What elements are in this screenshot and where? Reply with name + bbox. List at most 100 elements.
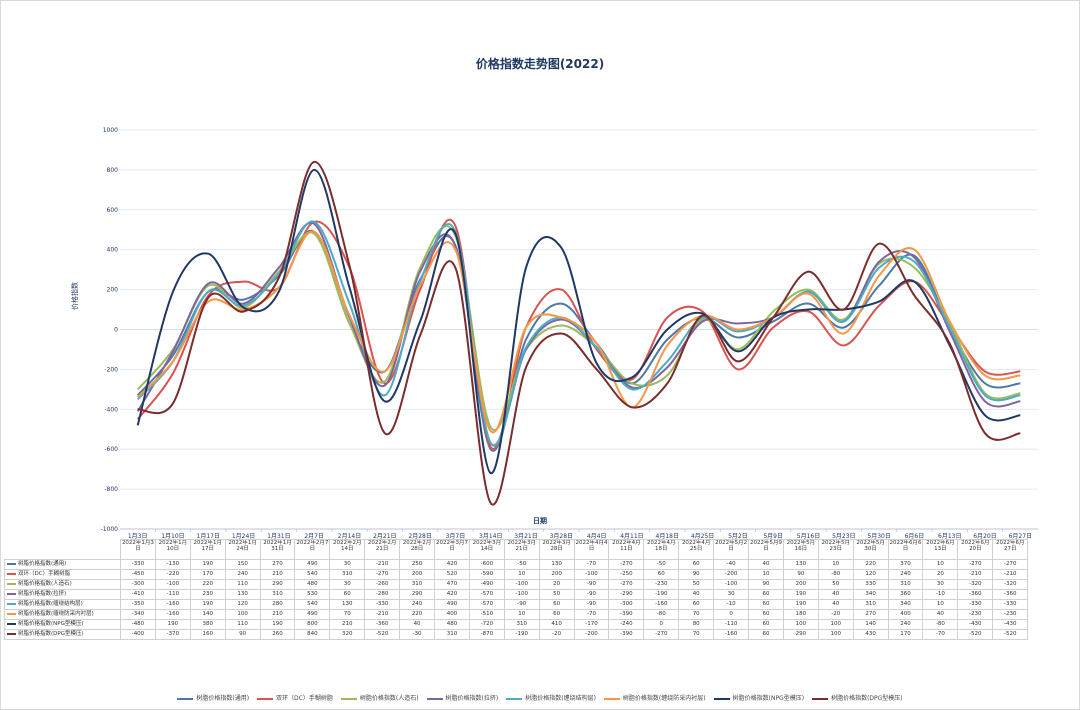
table-cell: 370 xyxy=(887,559,924,570)
table-cell: 480 xyxy=(434,619,470,630)
legend-label: 树脂价格指数(NPG型模压) xyxy=(732,695,805,702)
table-row: 树脂价格指数(通用) -330 -130 190 150 270 490 30 -210 250 4… xyxy=(4,559,1029,570)
table-cell: 50 xyxy=(678,579,715,590)
table-cell: 160 xyxy=(189,629,226,640)
table-cell: -250 xyxy=(608,569,645,580)
legend-item: 树脂价格指数(拉挤) xyxy=(426,693,498,702)
legend-item: 树脂价格指数(缠绕防采内衬层) xyxy=(603,693,706,702)
series-name-text: 树脂价格指数(缠绕结构层) xyxy=(18,601,83,608)
x-tick-label: 2月21日 xyxy=(373,533,396,540)
table-cell: -130 xyxy=(154,559,191,570)
table-cell: 60 xyxy=(643,569,680,580)
table-cell: -70 xyxy=(573,609,610,620)
table-cell: -210 xyxy=(364,609,401,620)
table-cell: 340 xyxy=(852,589,889,600)
table-cell: -280 xyxy=(364,589,401,600)
x-tick-label: 2月14日 xyxy=(338,533,361,540)
x-tick-label: 1月24日 xyxy=(232,533,255,540)
table-cell: -870 xyxy=(468,629,505,640)
table-header-cell: 2022年1月31日 xyxy=(259,539,296,560)
table-header-cell: 2022年2月28日 xyxy=(399,539,436,560)
series-swatch xyxy=(7,572,16,575)
y-tick-label: 200 xyxy=(107,287,119,294)
table-cell: -230 xyxy=(992,609,1029,620)
table-header-cell: 2022年3月28日 xyxy=(538,539,575,560)
table-cell: 10 xyxy=(503,569,540,580)
table-cell: -190 xyxy=(643,589,680,600)
table-cell: 40 xyxy=(922,609,959,620)
table-cell: 410 xyxy=(538,619,575,630)
table-cell: -10 xyxy=(922,589,959,600)
table-cell: 310 xyxy=(259,589,296,600)
table-cell: 260 xyxy=(259,629,296,640)
y-tick-label: -1000 xyxy=(101,526,119,533)
table-cell: 70 xyxy=(678,609,715,620)
table-cell: 290 xyxy=(259,579,296,590)
table-cell: 290 xyxy=(399,589,436,600)
table-cell: 10 xyxy=(922,559,959,570)
series-swatch xyxy=(7,602,16,605)
table-cell: -40 xyxy=(713,559,750,570)
table-cell: 190 xyxy=(259,619,296,630)
table-header-cell: 2022年2月14日 xyxy=(329,539,366,560)
table-cell: 100 xyxy=(817,629,854,640)
table-header-cell: 2022年3月14日 xyxy=(468,539,505,560)
table-cell: -330 xyxy=(120,559,156,570)
table-cell: -100 xyxy=(713,579,750,590)
table-cell: -270 xyxy=(608,559,645,570)
table-cell: 290 xyxy=(782,629,819,640)
table-cell: -520 xyxy=(957,629,994,640)
table-cell: -570 xyxy=(468,599,505,610)
table-header-cell: 2022年1月3日 xyxy=(120,539,156,560)
table-cell: -80 xyxy=(643,609,680,620)
table-cell: 60 xyxy=(678,559,715,570)
table-cell: 30 xyxy=(713,589,750,600)
series-name-text: 树脂价格指数(人造石) xyxy=(18,581,72,588)
table-cell: 70 xyxy=(329,609,366,620)
legend-item: 树脂价格指数(NPG型模压) xyxy=(713,693,805,702)
x-tick-label: 6月13日 xyxy=(938,533,961,540)
y-tick-label: -200 xyxy=(104,366,118,373)
series-swatch xyxy=(7,612,16,615)
legend-item: 树脂价格指数(通用) xyxy=(177,693,249,702)
line-chart: 1000 800 600 400 200 0 -200 -400 -600 -800 -1000 1… xyxy=(101,127,1038,540)
table-cell: 10 xyxy=(503,609,540,620)
legend-label: 树脂价格指数(人造石) xyxy=(359,695,419,702)
table-cell: 130 xyxy=(224,589,261,600)
table-cell: -270 xyxy=(608,579,645,590)
table-series-name: 树脂价格指数(通用) xyxy=(4,559,121,570)
table-cell: -570 xyxy=(468,589,505,600)
legend: 树脂价格指数(通用) 双环（DC）手糊树脂 树脂价格指数(人造石) 树脂价格指数(拉挤… xyxy=(0,693,1080,702)
table-cell: 330 xyxy=(852,579,889,590)
table-cell: -330 xyxy=(957,599,994,610)
table-series-name: 树脂价格指数(NPG型模压) xyxy=(4,619,121,630)
table-cell: 320 xyxy=(329,629,366,640)
table-cell: -90 xyxy=(503,599,540,610)
table-cell: 190 xyxy=(782,589,819,600)
table-cell: -210 xyxy=(364,559,401,570)
table-cell: 190 xyxy=(189,559,226,570)
legend-item: 树脂价格指数(缠绕结构层) xyxy=(506,693,596,702)
x-tick-label: 6月6日 xyxy=(905,533,925,540)
table-cell: -70 xyxy=(922,629,959,640)
series-swatch xyxy=(7,622,16,625)
table-cell: 90 xyxy=(224,629,261,640)
table-cell: 0 xyxy=(643,619,680,630)
series-line-5 xyxy=(136,220,1021,447)
table-cell: 480 xyxy=(294,579,331,590)
table-cell: 140 xyxy=(189,609,226,620)
legend-swatch xyxy=(340,697,357,700)
table-cell: -480 xyxy=(120,619,156,630)
table-cell: -80 xyxy=(817,569,854,580)
table-cell: 60 xyxy=(538,599,575,610)
series-swatch xyxy=(7,582,16,585)
legend-label: 树脂价格指数(缠绕结构层) xyxy=(525,695,596,702)
table-cell: -410 xyxy=(120,589,156,600)
legend-swatch xyxy=(713,697,730,700)
series-name-text: 树脂价格指数(DPG型模压) xyxy=(18,631,84,638)
table-cell: -50 xyxy=(503,559,540,570)
table-series-name: 树脂价格指数(人造石) xyxy=(4,579,121,590)
table-cell: -90 xyxy=(573,599,610,610)
x-tick-label: 3月21日 xyxy=(514,533,537,540)
table-row: 树脂价格指数(缠绕结构层) -350 -160 190 120 280 540 130 -330… xyxy=(4,599,1029,610)
